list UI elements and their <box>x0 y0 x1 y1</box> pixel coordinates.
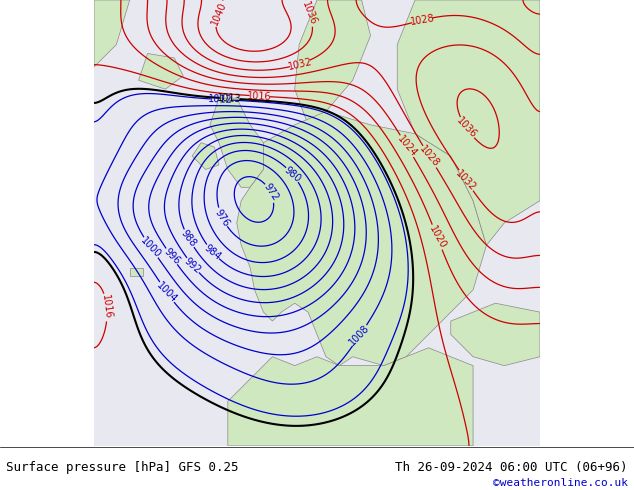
Text: Th 26-09-2024 06:00 UTC (06+96): Th 26-09-2024 06:00 UTC (06+96) <box>395 462 628 474</box>
Text: 1012: 1012 <box>209 94 233 105</box>
Polygon shape <box>451 303 540 366</box>
Text: 972: 972 <box>261 182 280 203</box>
Text: 988: 988 <box>179 228 198 249</box>
Polygon shape <box>398 0 540 245</box>
Text: 1036: 1036 <box>455 116 479 141</box>
Text: 1036: 1036 <box>300 0 318 26</box>
Text: ©weatheronline.co.uk: ©weatheronline.co.uk <box>493 478 628 488</box>
Polygon shape <box>139 53 183 89</box>
Text: 1028: 1028 <box>418 144 441 169</box>
Text: 1032: 1032 <box>287 56 313 72</box>
Text: 996: 996 <box>162 246 181 267</box>
Text: 1020: 1020 <box>427 224 448 250</box>
Text: 1024: 1024 <box>395 134 418 159</box>
Text: 1008: 1008 <box>347 323 372 348</box>
Text: 1004: 1004 <box>155 280 179 304</box>
Text: 980: 980 <box>282 165 302 184</box>
Polygon shape <box>94 0 540 446</box>
Polygon shape <box>295 0 370 125</box>
Text: 1028: 1028 <box>409 13 435 27</box>
Text: 1000: 1000 <box>139 235 163 260</box>
Text: 1016: 1016 <box>100 294 113 320</box>
Text: 1040: 1040 <box>209 0 228 26</box>
Polygon shape <box>192 143 219 170</box>
Text: 1032: 1032 <box>454 168 478 193</box>
Text: 992: 992 <box>183 256 203 275</box>
Polygon shape <box>228 348 473 446</box>
Polygon shape <box>210 98 264 187</box>
Text: Surface pressure [hPa] GFS 0.25: Surface pressure [hPa] GFS 0.25 <box>6 462 239 474</box>
Text: 1013: 1013 <box>217 93 242 104</box>
Polygon shape <box>130 268 143 276</box>
Text: 984: 984 <box>202 243 223 262</box>
Text: 976: 976 <box>213 207 231 228</box>
Text: 1016: 1016 <box>247 91 272 101</box>
Polygon shape <box>94 0 130 67</box>
Polygon shape <box>236 112 486 366</box>
